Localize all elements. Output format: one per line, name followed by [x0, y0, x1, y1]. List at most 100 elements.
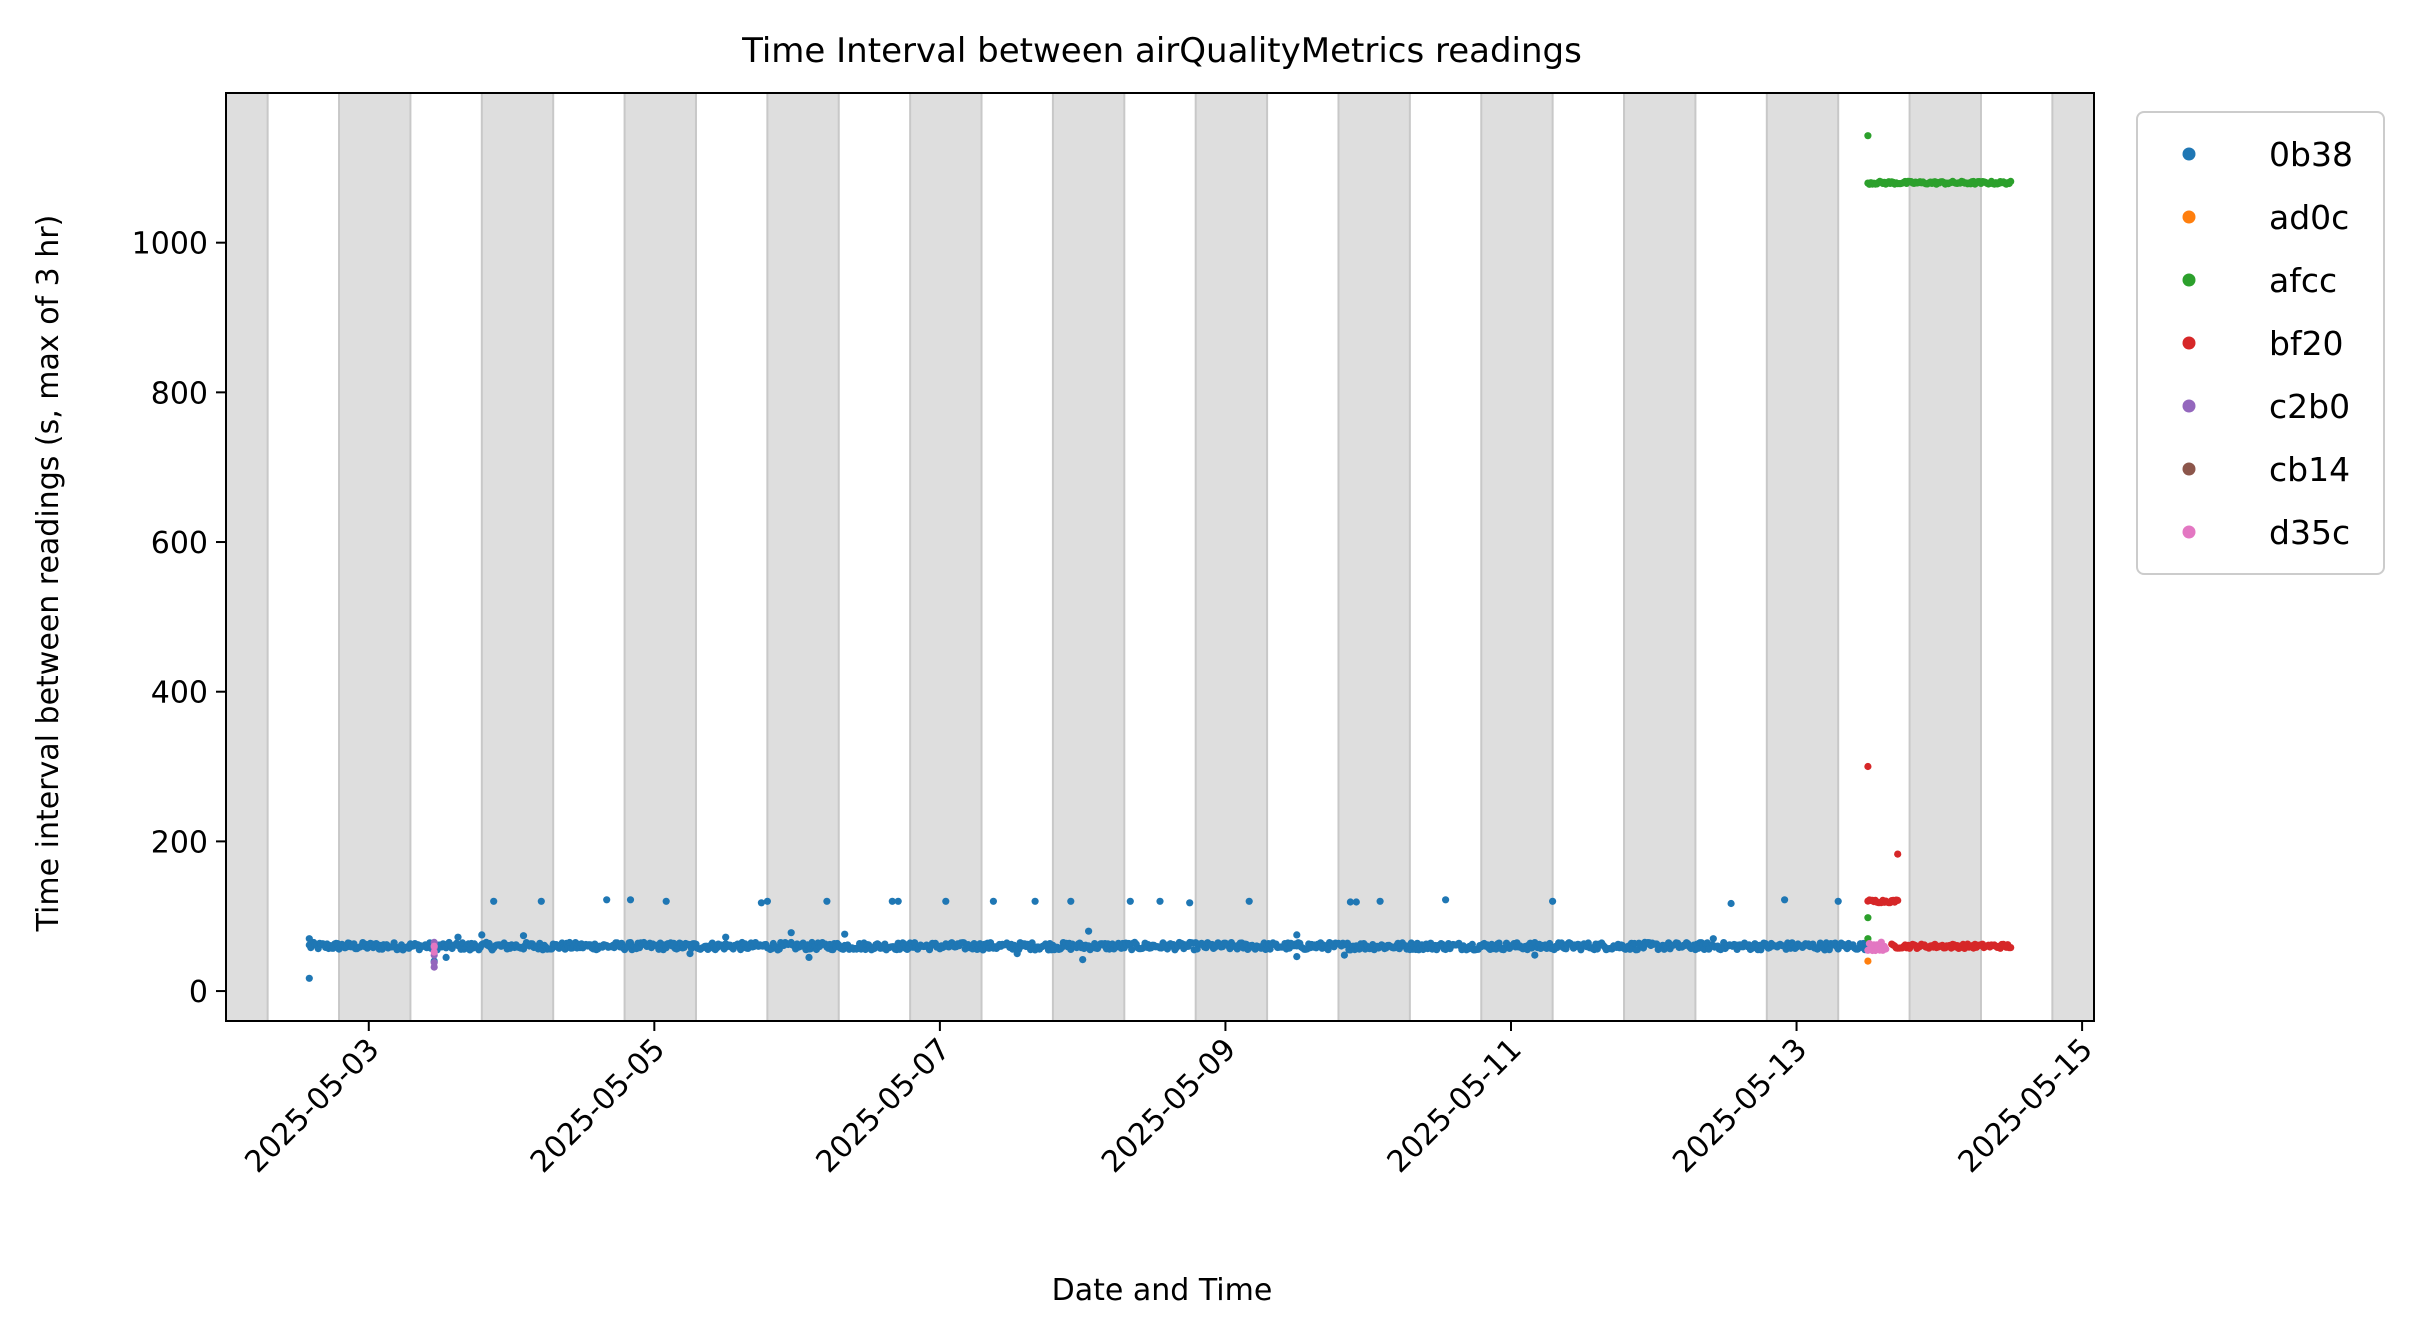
- legend-label: c2b0: [2269, 387, 2350, 426]
- x-axis-label: Date and Time: [1052, 1273, 1273, 1308]
- night-band: [766, 92, 840, 1022]
- x-tick-label: 2025-05-05: [524, 1032, 672, 1180]
- series-d35c-point: [430, 948, 438, 956]
- night-band: [1337, 92, 1411, 1022]
- series-0b38-point: [519, 932, 528, 940]
- series-bf20-point: [1894, 850, 1902, 858]
- series-0b38-point: [1186, 899, 1194, 907]
- series-0b38-point: [1128, 946, 1136, 954]
- series-0b38-point: [787, 929, 795, 937]
- series-0b38-point: [1709, 935, 1717, 943]
- series-0b38-point: [1085, 927, 1093, 935]
- series-0b38-point: [1727, 899, 1735, 908]
- night-bands: [225, 92, 2095, 1022]
- night-band: [225, 92, 269, 1022]
- legend-label: d35c: [2269, 513, 2350, 552]
- series-afcc-point: [1864, 914, 1872, 922]
- y-tick-label: 600: [151, 526, 208, 561]
- series-ad0c-point: [1864, 957, 1872, 965]
- series-0b38-point: [841, 930, 849, 938]
- series-0b38-point: [305, 974, 313, 982]
- series-0b38-point: [603, 896, 611, 904]
- series-0b38-point: [1028, 939, 1036, 947]
- night-band: [2051, 92, 2095, 1022]
- series-bf20-point: [1894, 896, 1902, 905]
- series-0b38-point: [989, 897, 998, 905]
- legend-marker: [2182, 147, 2196, 161]
- series-bf20-point: [2007, 944, 2015, 952]
- legend-label: 0b38: [2269, 135, 2353, 174]
- y-tick-label: 0: [189, 975, 208, 1010]
- y-tick-label: 400: [151, 676, 208, 711]
- series-0b38-point: [1031, 897, 1039, 905]
- legend-marker: [2182, 336, 2196, 350]
- series-0b38-point: [737, 946, 745, 954]
- series-0b38-point: [478, 931, 486, 939]
- series-0b38-point: [1079, 956, 1087, 964]
- series-0b38-point: [1549, 897, 1557, 905]
- night-band: [1765, 92, 1840, 1022]
- series-0b38-point: [1781, 896, 1789, 904]
- series-0b38-point: [942, 897, 950, 905]
- series-0b38-point: [1442, 896, 1450, 904]
- series-0b38-point: [1340, 951, 1348, 959]
- x-tick-label: 2025-05-13: [1666, 1032, 1814, 1180]
- night-band: [338, 92, 412, 1022]
- y-tick-label: 200: [151, 825, 208, 860]
- x-tick-label: 2025-05-11: [1381, 1032, 1529, 1180]
- legend-label: afcc: [2269, 261, 2337, 300]
- chart-title: Time Interval between airQualityMetrics …: [741, 31, 1582, 71]
- y-tick-label: 1000: [132, 227, 208, 262]
- night-band: [1623, 92, 1697, 1022]
- legend-label: cb14: [2269, 450, 2350, 489]
- night-band: [1051, 92, 1126, 1022]
- series-0b38-point: [823, 897, 831, 905]
- series-0b38-point: [1067, 897, 1075, 905]
- series-0b38-point: [466, 946, 474, 954]
- x-axis-ticks: 2025-05-03 2025-05-05 2025-05-07 2025-05-09…: [238, 1021, 2100, 1180]
- legend-marker: [2182, 273, 2196, 287]
- night-band: [1194, 92, 1269, 1022]
- legend-marker: [2182, 525, 2196, 539]
- series-afcc-point: [2007, 177, 2015, 185]
- legend-box: [2136, 111, 2385, 575]
- series-0b38-point: [888, 897, 896, 905]
- series-afcc-point: [1864, 132, 1872, 140]
- series-0b38-point: [686, 950, 694, 958]
- series-0b38-point: [1468, 940, 1476, 949]
- night-band: [623, 92, 697, 1022]
- series-0b38-point: [490, 897, 498, 905]
- night-band: [909, 92, 983, 1022]
- series-0b38-point: [1245, 897, 1253, 905]
- series-0b38-point: [662, 897, 670, 905]
- legend: 0b38 ad0c afcc bf20 c2b0 cb14 d35c: [2136, 111, 2385, 575]
- series-0b38-point: [1293, 953, 1301, 961]
- series-d35c-point: [430, 942, 438, 950]
- x-tick-label: 2025-05-07: [810, 1032, 958, 1180]
- series-bf20-point: [1864, 762, 1872, 771]
- series-c2b0-point: [430, 963, 438, 971]
- night-band: [480, 92, 555, 1022]
- series-0b38-point: [305, 935, 313, 943]
- legend-marker: [2182, 462, 2196, 476]
- x-tick-label: 2025-05-15: [1952, 1032, 2100, 1180]
- y-axis-ticks: 0 200 400 600 800 1000: [132, 227, 226, 1010]
- series-0b38-point: [1531, 951, 1539, 959]
- plot-frame: [225, 92, 2095, 1022]
- series-0b38-point: [1013, 950, 1021, 958]
- series-0b38-point: [805, 953, 813, 962]
- series-0b38-point: [1834, 897, 1842, 905]
- x-tick-label: 2025-05-09: [1095, 1032, 1243, 1180]
- legend-marker: [2182, 210, 2196, 224]
- series-0b38-point: [537, 897, 545, 905]
- series-0b38-point: [626, 896, 635, 904]
- data-points: [305, 132, 2015, 982]
- legend-label: ad0c: [2269, 198, 2349, 237]
- series-0b38-point: [722, 933, 730, 941]
- y-tick-label: 800: [151, 376, 208, 411]
- series-0b38-point: [763, 897, 772, 905]
- series-0b38-point: [442, 953, 450, 962]
- series-0b38-point: [757, 899, 766, 907]
- legend-label: bf20: [2269, 324, 2344, 363]
